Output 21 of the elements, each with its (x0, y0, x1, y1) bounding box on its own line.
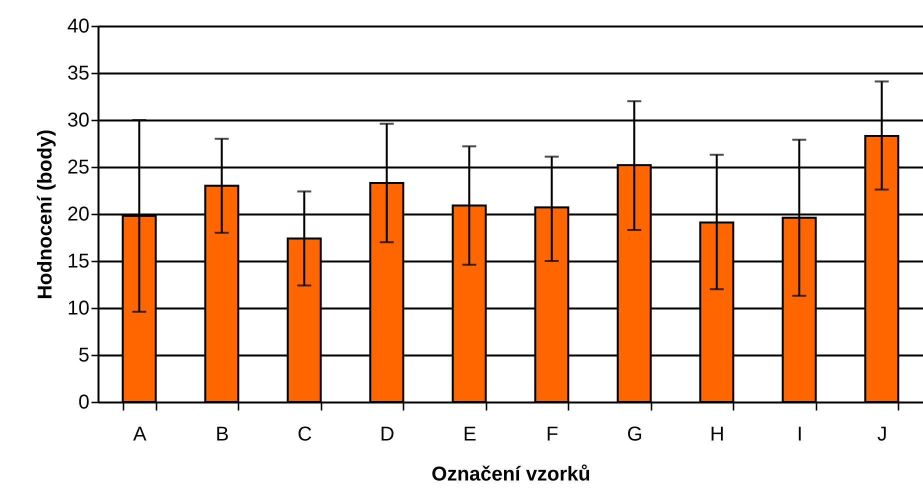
y-tick-label: 0 (78, 392, 90, 414)
x-tick-label: H (710, 424, 724, 446)
x-tick-label: A (133, 424, 148, 446)
y-tick-label: 15 (67, 250, 90, 272)
y-tick-label: 10 (67, 298, 90, 320)
y-tick-label: 25 (67, 156, 90, 178)
y-tick-label: 20 (67, 204, 90, 226)
x-tick-label: J (877, 424, 888, 446)
x-tick-label: D (380, 424, 394, 446)
x-axis-title: Označení vzorků (432, 464, 590, 486)
x-tick-label: F (546, 424, 558, 446)
y-tick-label: 30 (67, 110, 90, 132)
y-tick-label: 40 (67, 16, 90, 38)
y-axis-title: Hodnocení (body) (34, 130, 56, 300)
x-tick-label: C (298, 424, 312, 446)
y-tick-label: 5 (78, 344, 90, 366)
x-tick-label: I (796, 424, 803, 446)
x-tick-label: G (626, 424, 643, 446)
y-tick-label: 35 (67, 62, 90, 84)
x-tick-label: B (216, 424, 229, 446)
x-tick-label: E (463, 424, 476, 446)
